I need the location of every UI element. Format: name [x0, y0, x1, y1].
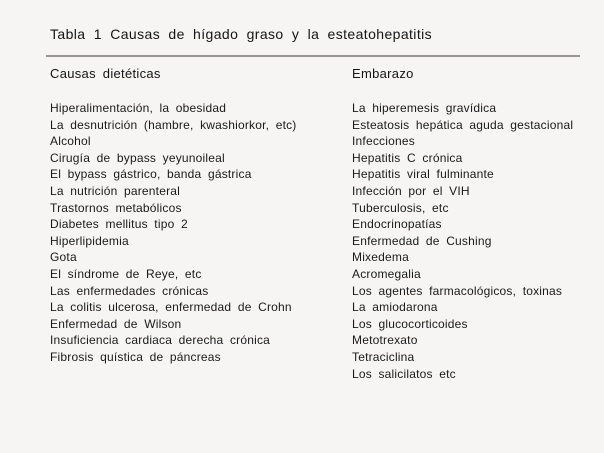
list-item: Insuficiencia cardiaca derecha crónica: [50, 333, 271, 348]
pregnancy-causes-list: La hiperemesis gravídica Esteatosis hepá…: [352, 100, 573, 382]
list-item: Los glucocorticoides: [352, 316, 468, 331]
list-item: Los agentes farmacológicos, toxinas: [352, 283, 563, 298]
list-item: Endocrinopatías: [352, 217, 442, 232]
column-header-dietary-causes: Causas dietéticas: [50, 66, 161, 81]
list-item: La desnutrición (hambre, kwashiorkor, et…: [50, 117, 297, 132]
list-item: Mixedema: [352, 250, 409, 265]
list-item: Esteatosis hepática aguda gestacional: [352, 117, 574, 132]
list-item: La colitis ulcerosa, enfermedad de Crohn: [50, 300, 292, 315]
list-item: Cirugía de bypass yeyunoileal: [50, 150, 225, 165]
list-item: Gota: [50, 250, 77, 265]
list-item: El bypass gástrico, banda gástrica: [50, 167, 252, 182]
list-item: Hiperlipidemia: [50, 233, 129, 248]
list-item: Los salicilatos etc: [352, 366, 456, 381]
list-item: Infección por el VIH: [352, 183, 470, 198]
dietary-causes-list: Hiperalimentación, la obesidad La desnut…: [50, 100, 297, 366]
header-rule: [46, 55, 580, 57]
list-item: La hiperemesis gravídica: [352, 101, 497, 115]
list-item: Hiperalimentación, la obesidad: [50, 101, 227, 115]
column-header-pregnancy: Embarazo: [352, 66, 414, 81]
table-title: Tabla 1 Causas de hígado graso y la este…: [50, 26, 433, 42]
list-item: El síndrome de Reye, etc: [50, 266, 202, 281]
list-item: Enfermedad de Wilson: [50, 316, 182, 331]
list-item: La nutrición parenteral: [50, 183, 181, 198]
list-item: Infecciones: [352, 134, 415, 149]
list-item: Tetraciclina: [352, 349, 415, 364]
list-item: Hepatitis viral fulminante: [352, 167, 494, 182]
list-item: Fibrosis quística de páncreas: [50, 349, 221, 364]
list-item: Tuberculosis, etc: [352, 200, 449, 215]
list-item: La amiodarona: [352, 300, 438, 315]
list-item: Hepatitis C crónica: [352, 150, 463, 165]
list-item: Las enfermedades crónicas: [50, 283, 209, 298]
list-item: Trastornos metabólicos: [50, 200, 182, 215]
list-item: Alcohol: [50, 134, 91, 149]
list-item: Enfermedad de Cushing: [352, 233, 492, 248]
list-item: Acromegalia: [352, 266, 421, 281]
list-item: Metotrexato: [352, 333, 418, 348]
list-item: Diabetes mellitus tipo 2: [50, 217, 188, 232]
